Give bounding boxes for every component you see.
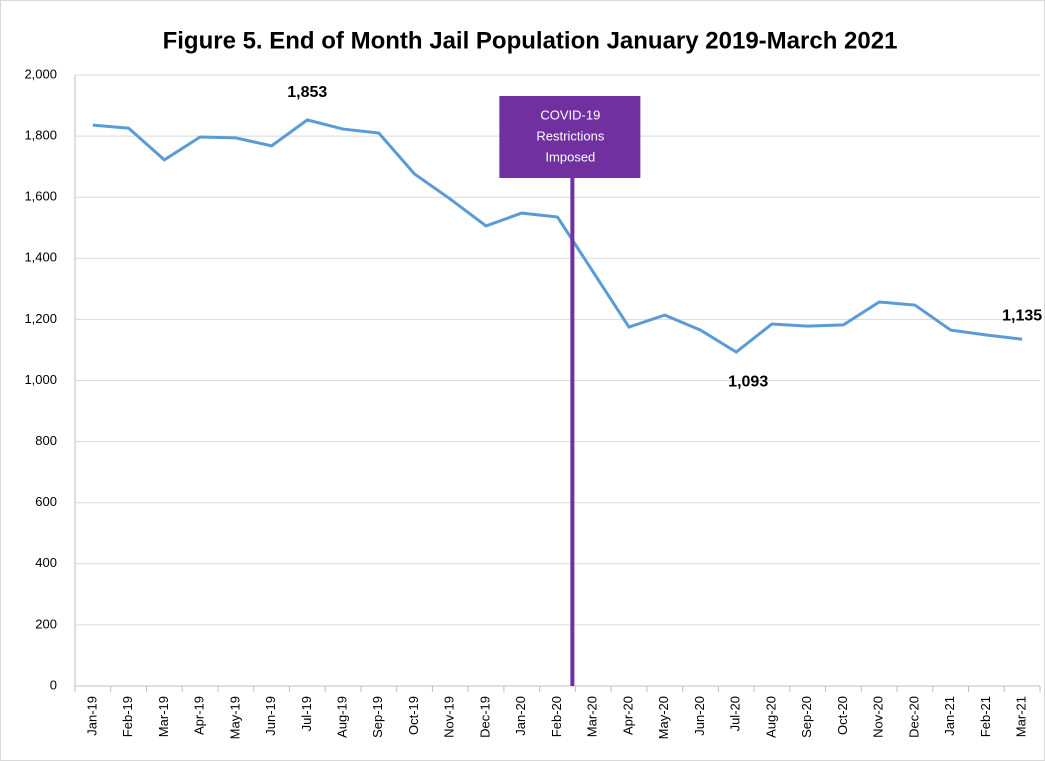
data-label: 1,135 [1002, 307, 1042, 324]
x-tick-label: Jan-21 [942, 696, 957, 736]
x-tick-label: Jul-20 [728, 696, 743, 731]
annotation-box [499, 96, 641, 178]
y-tick-label: 1,600 [24, 189, 57, 204]
x-tick-label: Jun-20 [692, 696, 707, 736]
x-tick-label: Feb-21 [978, 696, 993, 737]
x-tick-label: Aug-19 [334, 696, 349, 738]
y-tick-label: 1,400 [24, 250, 57, 265]
x-tick-label: Dec-20 [906, 696, 921, 738]
annotation-text: Imposed [545, 149, 595, 164]
x-tick-label: Feb-19 [120, 696, 135, 737]
x-tick-label: Dec-19 [477, 696, 492, 738]
data-label: 1,853 [287, 84, 327, 101]
x-tick-label: Aug-20 [763, 696, 778, 738]
y-tick-label: 1,800 [24, 128, 57, 143]
x-tick-label: Apr-19 [192, 696, 207, 735]
annotation-text: COVID-19 [540, 107, 600, 122]
x-tick-label: Oct-19 [406, 696, 421, 735]
data-label: 1,093 [728, 373, 768, 390]
x-tick-label: Jul-19 [299, 696, 314, 731]
chart-title: Figure 5. End of Month Jail Population J… [163, 27, 898, 54]
x-tick-label: Feb-20 [549, 696, 564, 737]
annotation-text: Restrictions [536, 128, 604, 143]
y-tick-label: 800 [35, 433, 57, 448]
x-tick-label: Oct-20 [835, 696, 850, 735]
x-tick-label: Mar-20 [585, 696, 600, 737]
y-tick-label: 400 [35, 555, 57, 570]
x-tick-label: Mar-21 [1014, 696, 1029, 737]
x-tick-label: Nov-20 [871, 696, 886, 738]
y-tick-label: 2,000 [24, 66, 57, 81]
y-tick-label: 600 [35, 494, 57, 509]
data-line [92, 118, 1023, 354]
x-tick-label: May-20 [656, 696, 671, 739]
x-tick-label: Nov-19 [442, 696, 457, 738]
x-tick-label: Apr-20 [620, 696, 635, 735]
y-tick-label: 1,000 [24, 372, 57, 387]
x-tick-label: Jan-19 [84, 696, 99, 736]
y-tick-label: 200 [35, 616, 57, 631]
x-tick-label: Jun-19 [263, 696, 278, 736]
x-tick-label: Sep-20 [799, 696, 814, 738]
x-tick-label: Jan-20 [513, 696, 528, 736]
x-tick-label: Sep-19 [370, 696, 385, 738]
y-tick-label: 1,200 [24, 311, 57, 326]
x-tick-label: May-19 [227, 696, 242, 739]
y-tick-label: 0 [50, 677, 57, 692]
x-tick-label: Mar-19 [156, 696, 171, 737]
